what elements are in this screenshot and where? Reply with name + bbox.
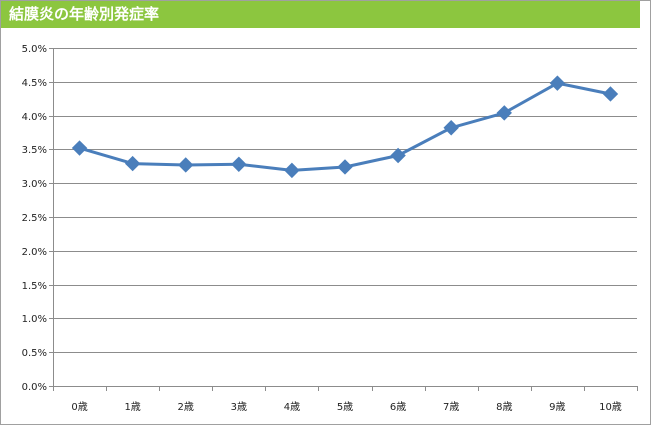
x-tick-label: 6歳 — [390, 401, 406, 413]
axes — [49, 48, 638, 391]
y-tick-label: 3.5% — [22, 145, 47, 156]
y-tick-label: 0.0% — [22, 382, 47, 393]
y-tick-label: 1.5% — [22, 281, 47, 292]
y-tick-label: 4.5% — [22, 78, 47, 89]
x-tick-label: 1歳 — [124, 401, 140, 413]
series-line — [79, 81, 611, 172]
y-tick-label: 2.0% — [22, 247, 47, 258]
y-tick-label: 0.5% — [22, 348, 47, 359]
data-point — [390, 147, 406, 164]
x-tick-label: 10歳 — [599, 401, 622, 413]
y-tick-label: 5.0% — [22, 44, 47, 55]
data-point — [337, 159, 353, 175]
data-point — [231, 156, 247, 172]
y-tick-label: 3.0% — [22, 179, 47, 190]
x-tick-labels: 0歳 1歳 2歳 3歳 4歳 5歳 6歳 7歳 8歳 9歳 10歳 — [71, 401, 621, 413]
gridlines — [53, 48, 637, 353]
data-point — [71, 140, 88, 156]
y-tick-labels: 0.0% 0.5% 1.0% 1.5% 2.0% 2.5% 3.0% 3.5% 4.0% 4.5%… — [22, 44, 47, 393]
y-tick-label: 2.5% — [22, 213, 47, 224]
x-tick-label: 5歳 — [337, 401, 353, 413]
y-tick-label: 4.0% — [22, 112, 47, 123]
data-point — [496, 105, 512, 121]
x-tick-label: 8歳 — [496, 401, 512, 413]
x-tick-label: 3歳 — [231, 401, 247, 413]
series — [71, 75, 619, 179]
y-tick-label: 1.0% — [22, 314, 47, 325]
chart-title: 結膜炎の年齢別発症率 — [1, 1, 640, 28]
x-tick-label: 0歳 — [71, 401, 87, 413]
data-point — [443, 120, 459, 136]
data-point — [284, 162, 300, 179]
x-tick-label: 7歳 — [443, 401, 459, 413]
data-point — [549, 75, 566, 91]
x-tick-label: 2歳 — [178, 401, 194, 413]
data-point — [178, 157, 194, 173]
x-tick-label: 9歳 — [549, 401, 565, 413]
data-point — [124, 155, 141, 172]
x-tick-label: 4歳 — [284, 401, 300, 413]
data-point — [602, 86, 619, 102]
